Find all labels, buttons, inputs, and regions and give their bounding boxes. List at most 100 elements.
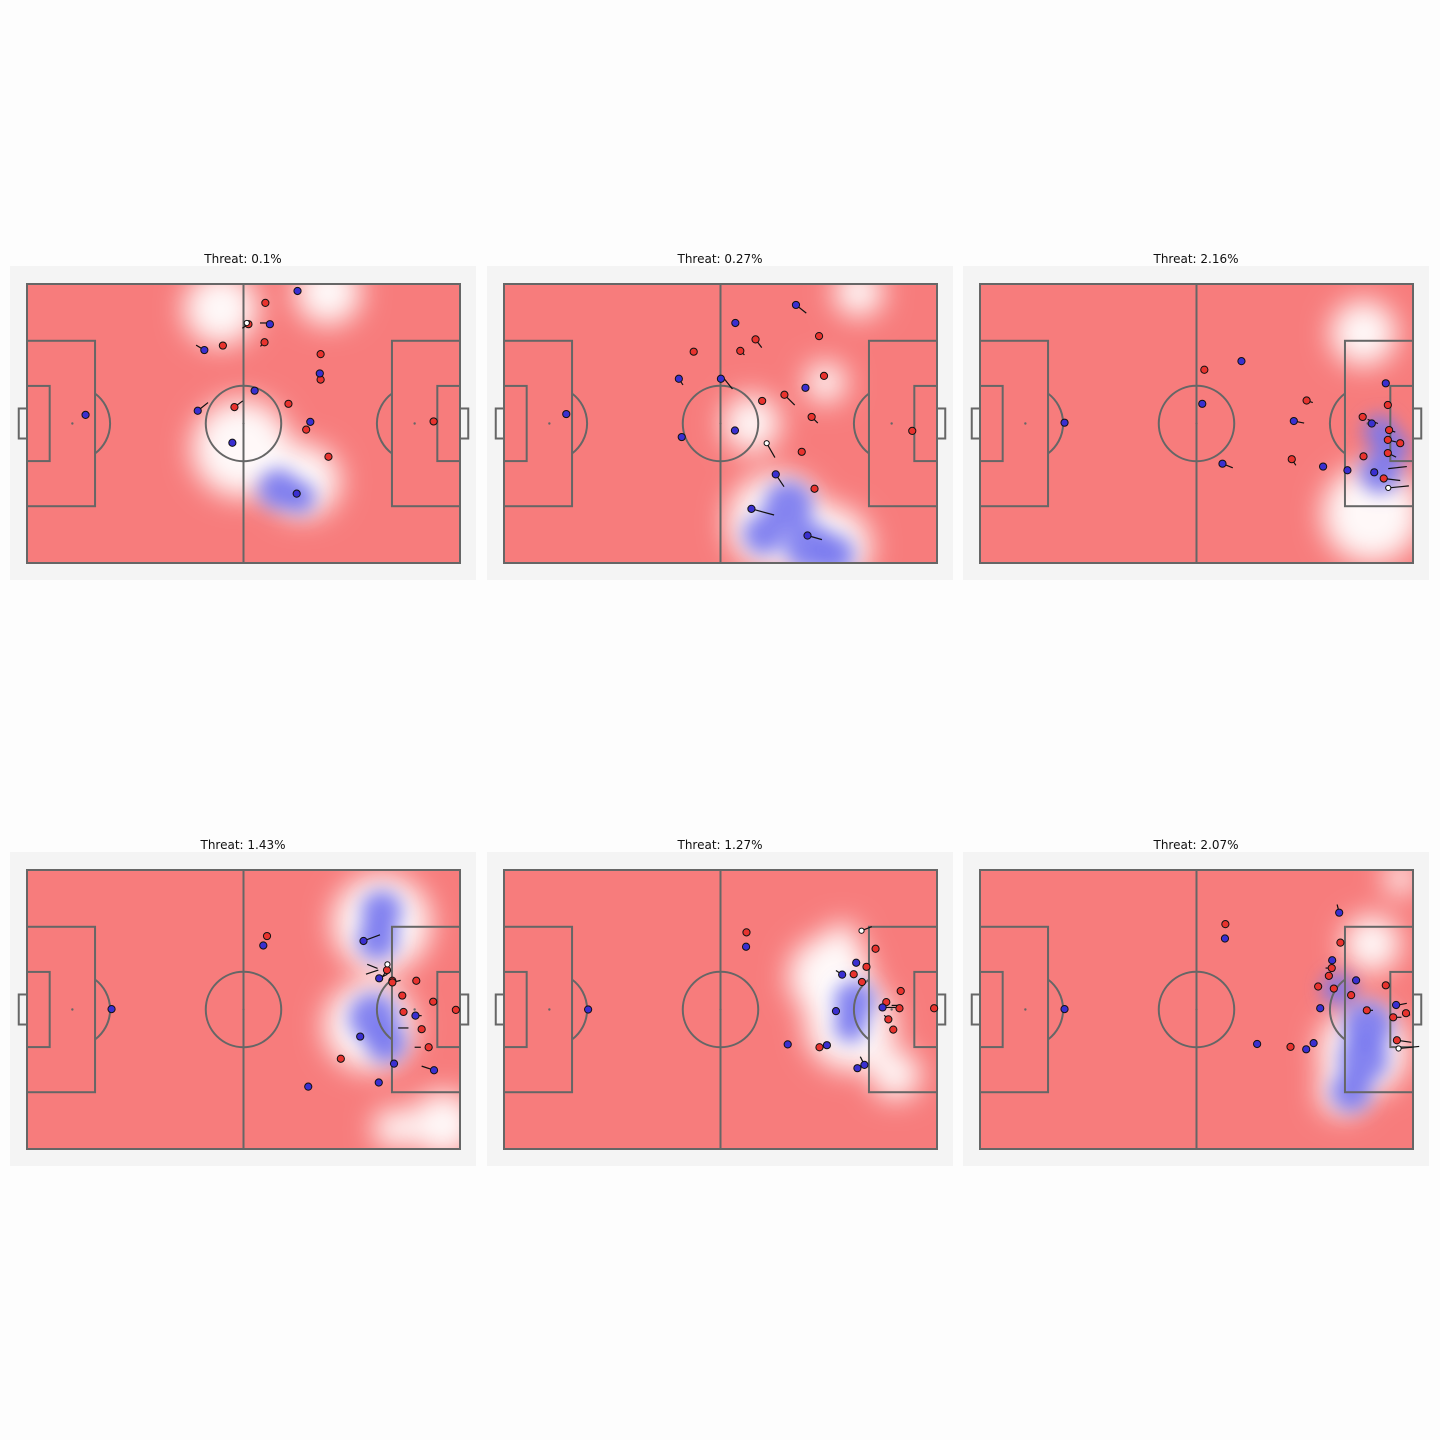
attacker-marker	[1220, 934, 1230, 943]
attacker-marker	[741, 942, 751, 951]
penalty-spot	[1024, 422, 1027, 425]
heatmap-blue-zone	[365, 1021, 407, 1063]
attacker-marker	[1198, 399, 1207, 408]
ball-marker	[1395, 1045, 1402, 1052]
attacker-marker	[1316, 1004, 1325, 1013]
attacker-marker	[359, 936, 368, 946]
panel-title: Threat: 2.16%	[1153, 252, 1239, 266]
attacker-marker	[1289, 416, 1298, 426]
attacker-marker	[259, 941, 268, 950]
defender-marker	[930, 1004, 939, 1013]
defender-marker	[1221, 920, 1230, 929]
penalty-arc	[1328, 978, 1346, 1041]
defender-marker	[895, 1004, 904, 1013]
threat-heatmap	[980, 870, 1413, 1149]
defender-marker	[336, 1054, 345, 1063]
threat-panel-5: Threat: 1.27%	[487, 838, 953, 1178]
defender-marker	[889, 1025, 898, 1034]
defender-marker	[1389, 1013, 1398, 1022]
attacker-marker	[306, 417, 315, 426]
defender-marker	[1396, 439, 1405, 448]
penalty-spot	[413, 422, 416, 425]
pitch-chart	[963, 852, 1429, 1166]
attacker-marker	[389, 1059, 399, 1068]
velocity-arrow	[1388, 485, 1409, 489]
players	[562, 300, 917, 540]
attacker-marker	[860, 1060, 869, 1069]
attacker-marker	[1381, 379, 1390, 388]
attacker-marker	[771, 470, 780, 479]
heatmap-blue-layer	[743, 480, 855, 563]
attacker-marker	[107, 1004, 116, 1014]
attacker-marker	[1367, 419, 1376, 428]
attacker-marker	[356, 1032, 365, 1041]
center-spot	[242, 422, 245, 425]
attacker-marker	[1060, 1004, 1069, 1014]
attacker-marker	[1060, 418, 1069, 427]
players	[584, 927, 939, 1073]
heatmap-white-zone	[1342, 915, 1401, 973]
threat-panel-6: Threat: 2.07%	[963, 838, 1429, 1178]
penalty-arc	[375, 978, 393, 1041]
defender-marker	[388, 978, 397, 987]
attacker-marker	[822, 1041, 831, 1050]
defender-marker	[412, 976, 421, 985]
attacker-marker	[831, 1007, 841, 1016]
defender-marker	[316, 350, 325, 359]
goal	[1412, 407, 1423, 440]
attacker-marker	[265, 320, 274, 329]
attacker-marker	[783, 1040, 792, 1049]
defender-marker	[424, 1043, 433, 1052]
attacker-marker	[1391, 1000, 1401, 1010]
attacker-marker	[228, 438, 237, 447]
center-circle	[204, 970, 283, 1049]
heatmap-blue-layer	[257, 468, 316, 514]
defender-marker	[1347, 991, 1356, 1000]
heatmap-blue-zone	[833, 1009, 867, 1043]
velocity-arrow	[1388, 465, 1407, 470]
velocity-arrow	[365, 969, 379, 975]
defender-marker	[382, 966, 392, 975]
panel-title: Threat: 1.43%	[200, 838, 286, 852]
defender-marker	[284, 399, 293, 408]
attacker-marker	[293, 286, 302, 296]
penalty-spot	[890, 1008, 893, 1011]
attacker-marker	[1343, 466, 1352, 475]
center-circle	[681, 384, 760, 463]
pitch-markings	[17, 283, 470, 564]
defender-marker	[1383, 448, 1392, 458]
defender-marker	[1314, 982, 1323, 991]
heatmap-white-zone	[1330, 300, 1397, 367]
center-spot	[719, 422, 722, 425]
attacker-marker	[1237, 357, 1246, 366]
attacker-marker	[852, 958, 861, 967]
players	[107, 931, 460, 1091]
attacker-marker	[315, 369, 324, 378]
goal	[936, 407, 947, 440]
center-spot	[242, 1008, 245, 1011]
pitch-markings	[970, 869, 1423, 1150]
goal	[17, 407, 28, 440]
defender-marker	[417, 1025, 426, 1034]
penalty-spot	[71, 422, 74, 425]
defender-marker	[1329, 984, 1338, 993]
goal	[494, 407, 505, 440]
heatmap-white-layer	[183, 284, 362, 518]
heatmap-blue-zone	[1359, 452, 1401, 494]
heatmap-blue-zone	[1322, 972, 1356, 1006]
defender-marker	[1327, 963, 1336, 973]
attacker-marker	[375, 974, 384, 983]
panel-title: Threat: 1.27%	[677, 838, 763, 852]
defender-marker	[849, 970, 858, 979]
threat-panel-1: Threat: 0.1%	[10, 252, 476, 592]
attacker-marker	[1253, 1039, 1262, 1049]
attacker-marker	[878, 1003, 887, 1012]
attacker-marker	[250, 386, 259, 395]
penalty-arc	[571, 392, 589, 455]
velocity-arrow	[1398, 1045, 1420, 1050]
attacker-marker	[1309, 1039, 1318, 1048]
penalty-spot	[71, 1008, 74, 1011]
defender-marker	[1200, 365, 1209, 374]
center-spot	[719, 1008, 722, 1011]
defender-marker	[819, 371, 829, 381]
